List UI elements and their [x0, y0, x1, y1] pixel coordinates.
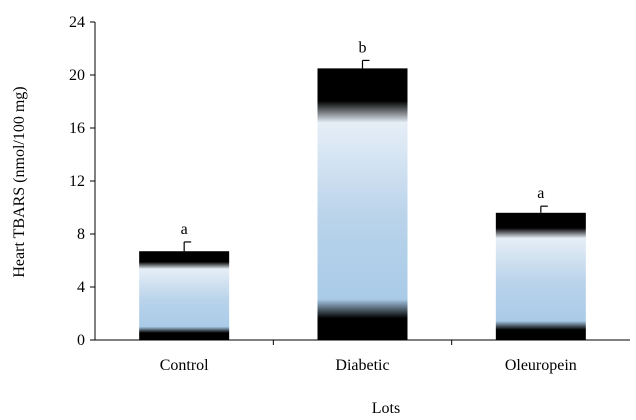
- y-tick-label: 24: [69, 14, 85, 31]
- x-tick-label: Control: [160, 357, 209, 374]
- y-tick-label: 4: [77, 279, 85, 296]
- bar: [139, 251, 230, 340]
- significance-label: b: [359, 39, 367, 56]
- y-tick-label: 20: [69, 67, 85, 84]
- y-axis-label: Heart TBARS (nmol/100 mg): [11, 86, 28, 277]
- x-tick-label: Diabetic: [335, 357, 389, 374]
- bar: [495, 212, 586, 340]
- y-tick-label: 8: [77, 226, 85, 243]
- significance-label: a: [537, 185, 544, 202]
- x-tick-label: Oleuropein: [505, 357, 577, 374]
- y-tick-label: 16: [69, 120, 85, 137]
- y-tick-label: 0: [77, 332, 85, 349]
- bar: [317, 68, 408, 340]
- significance-label: a: [181, 221, 188, 238]
- y-tick-label: 12: [69, 173, 85, 190]
- x-axis-label: Lots: [372, 400, 400, 417]
- plot-area: 0 4 8 12 16 20 24 a Control b Diabetic a Oleuropein: [69, 14, 630, 374]
